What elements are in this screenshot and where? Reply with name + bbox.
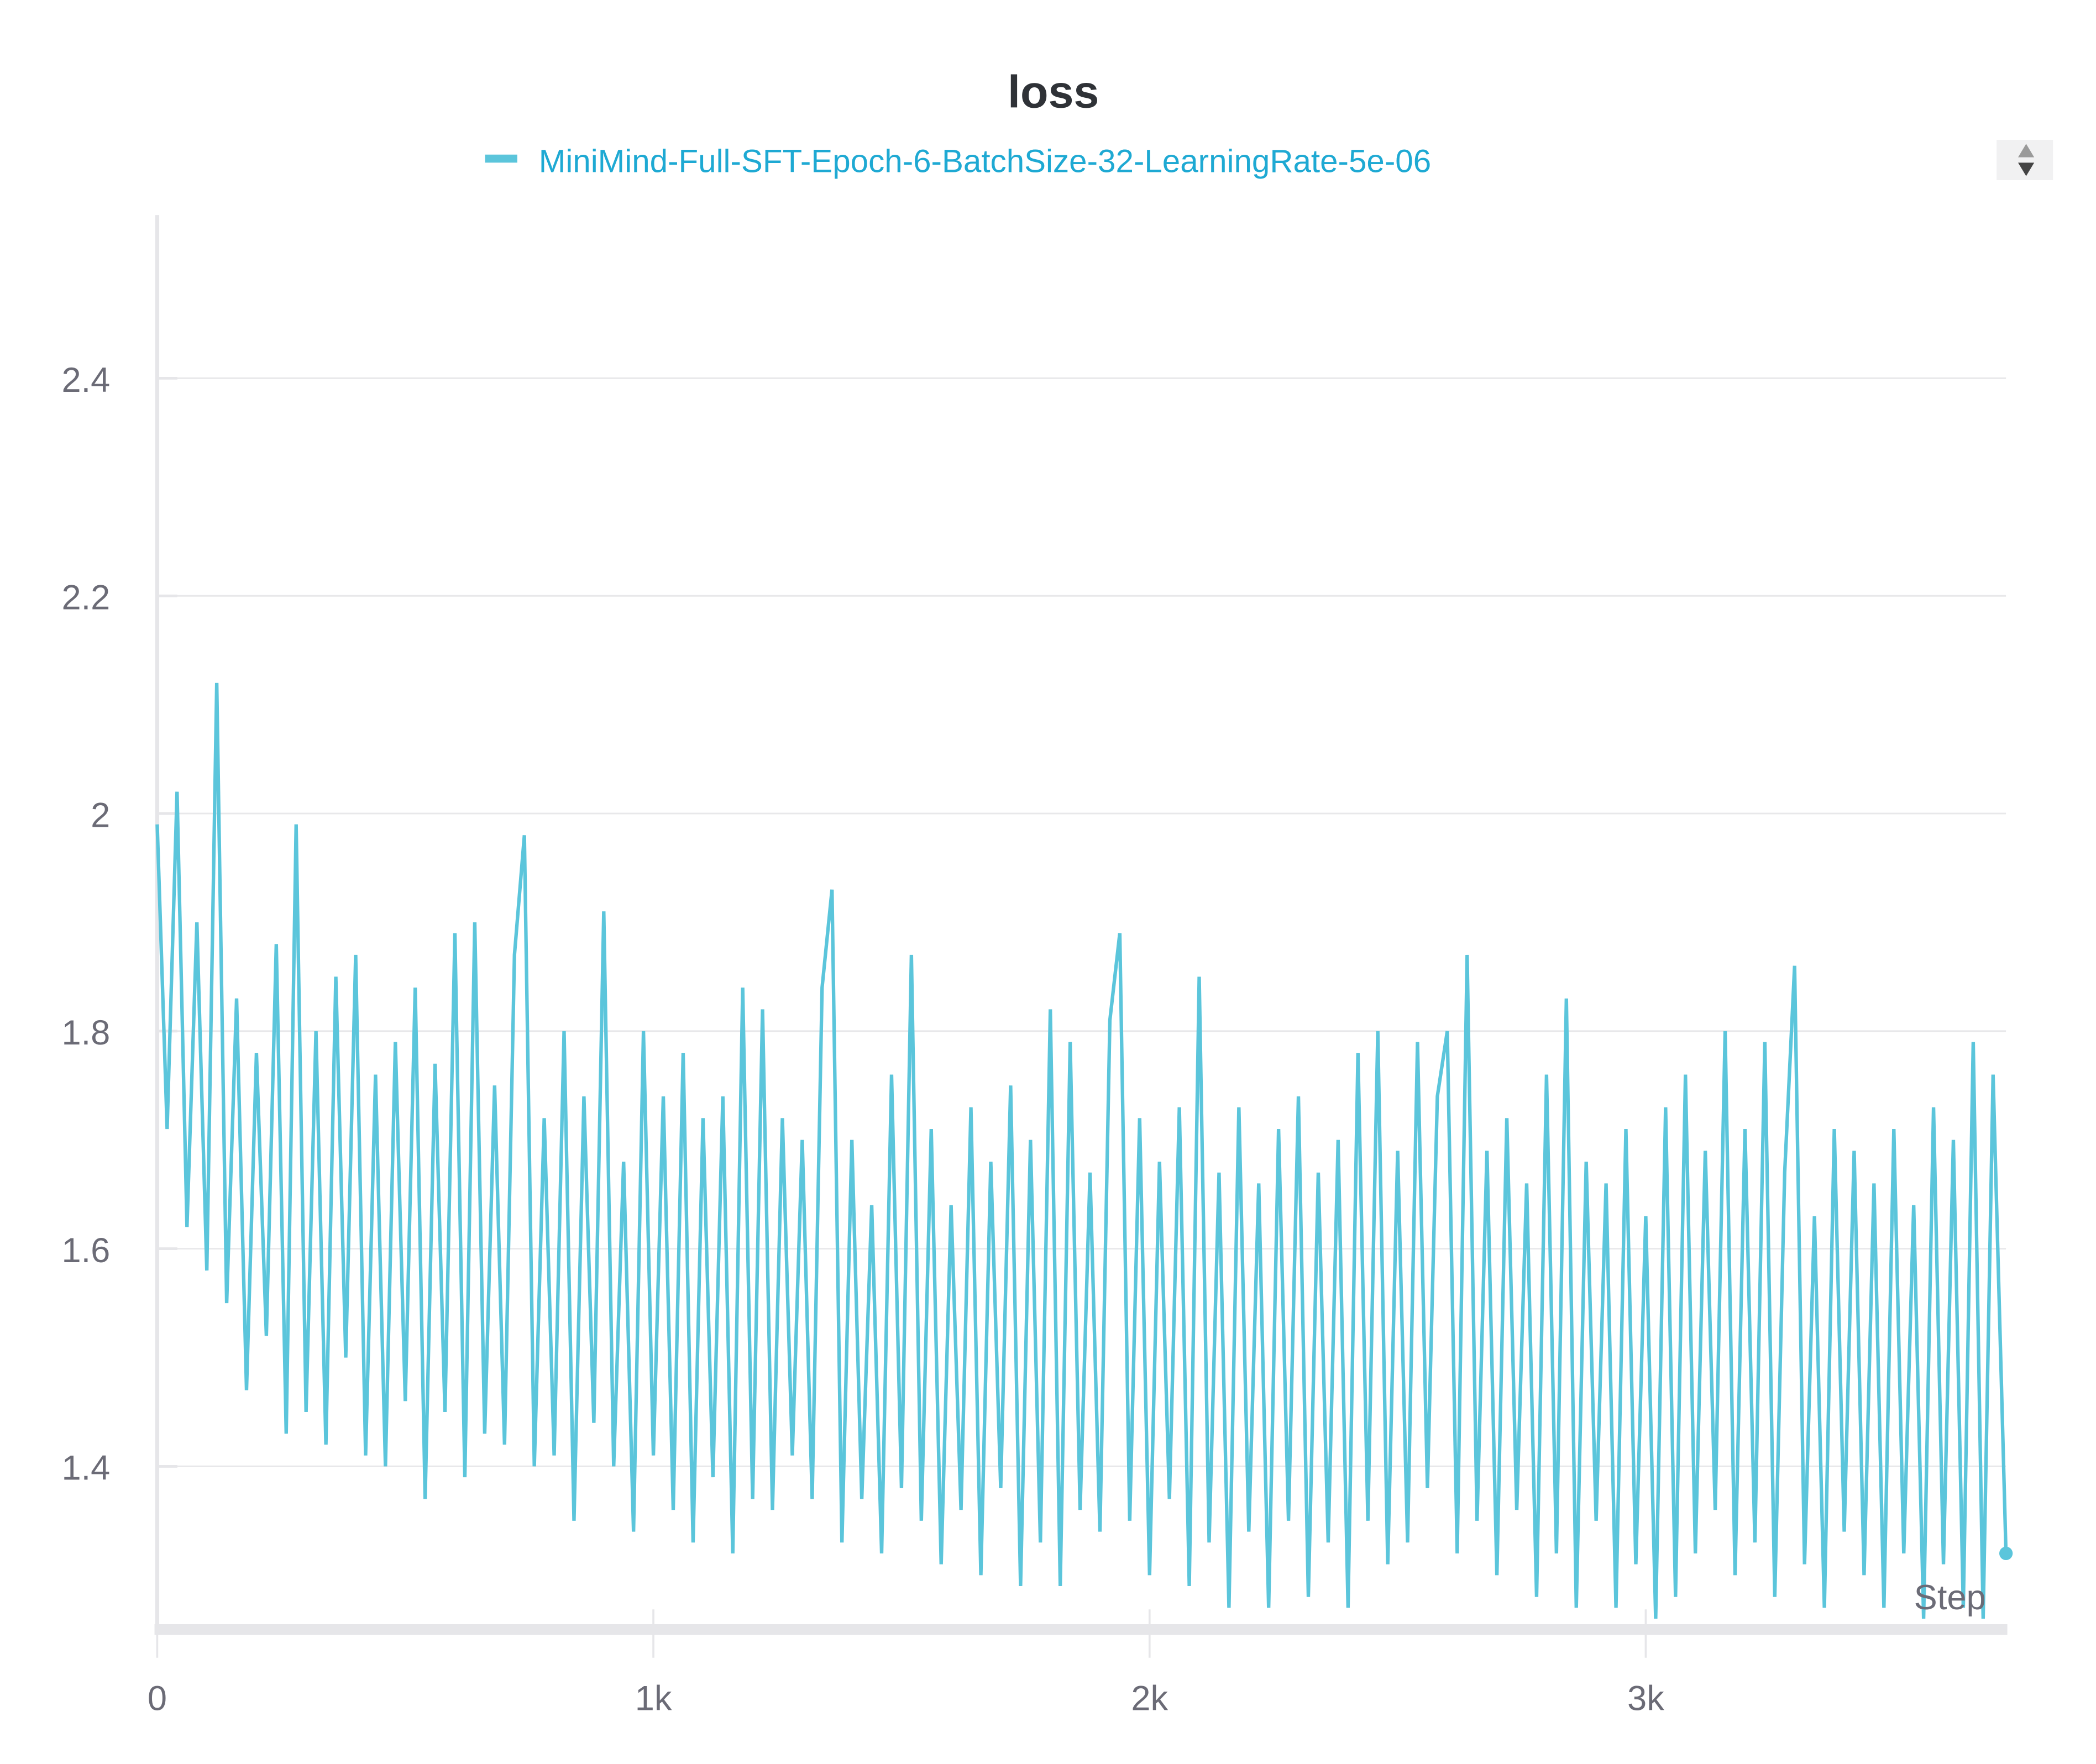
series-layer [155, 683, 2013, 1619]
x-tick-label: 0 [148, 1679, 167, 1718]
x-tick-label: 1k [635, 1679, 672, 1718]
y-tick-label: 1.6 [61, 1231, 110, 1270]
x-tick-label: 2k [1131, 1679, 1168, 1718]
y-tick-label: 2.2 [61, 579, 110, 617]
x-tick-label: 3k [1627, 1679, 1664, 1718]
legend-label[interactable]: MiniMind-Full-SFT-Epoch-6-BatchSize-32-L… [539, 143, 1431, 179]
legend-scroll[interactable] [1997, 140, 2053, 180]
series-endpoint [1999, 1546, 2013, 1561]
series-line [155, 683, 2008, 1619]
chart-title: loss [1008, 66, 1099, 118]
legend[interactable]: MiniMind-Full-SFT-Epoch-6-BatchSize-32-L… [485, 143, 1432, 179]
y-tick-label: 1.4 [61, 1449, 110, 1488]
scroll-up-icon[interactable] [2018, 144, 2035, 158]
y-tick-label: 2 [91, 796, 110, 834]
x-axis: 0 1k 2k 3k [148, 1609, 1664, 1718]
y-tick-label: 1.8 [61, 1014, 110, 1052]
x-axis-label: Step [1914, 1578, 1986, 1617]
y-tick-label: 2.4 [61, 361, 110, 400]
scroll-down-icon[interactable] [2018, 162, 2035, 176]
legend-marker [485, 154, 517, 163]
y-axis: 1.4 1.6 1.8 2 2.2 2.4 [61, 361, 177, 1488]
